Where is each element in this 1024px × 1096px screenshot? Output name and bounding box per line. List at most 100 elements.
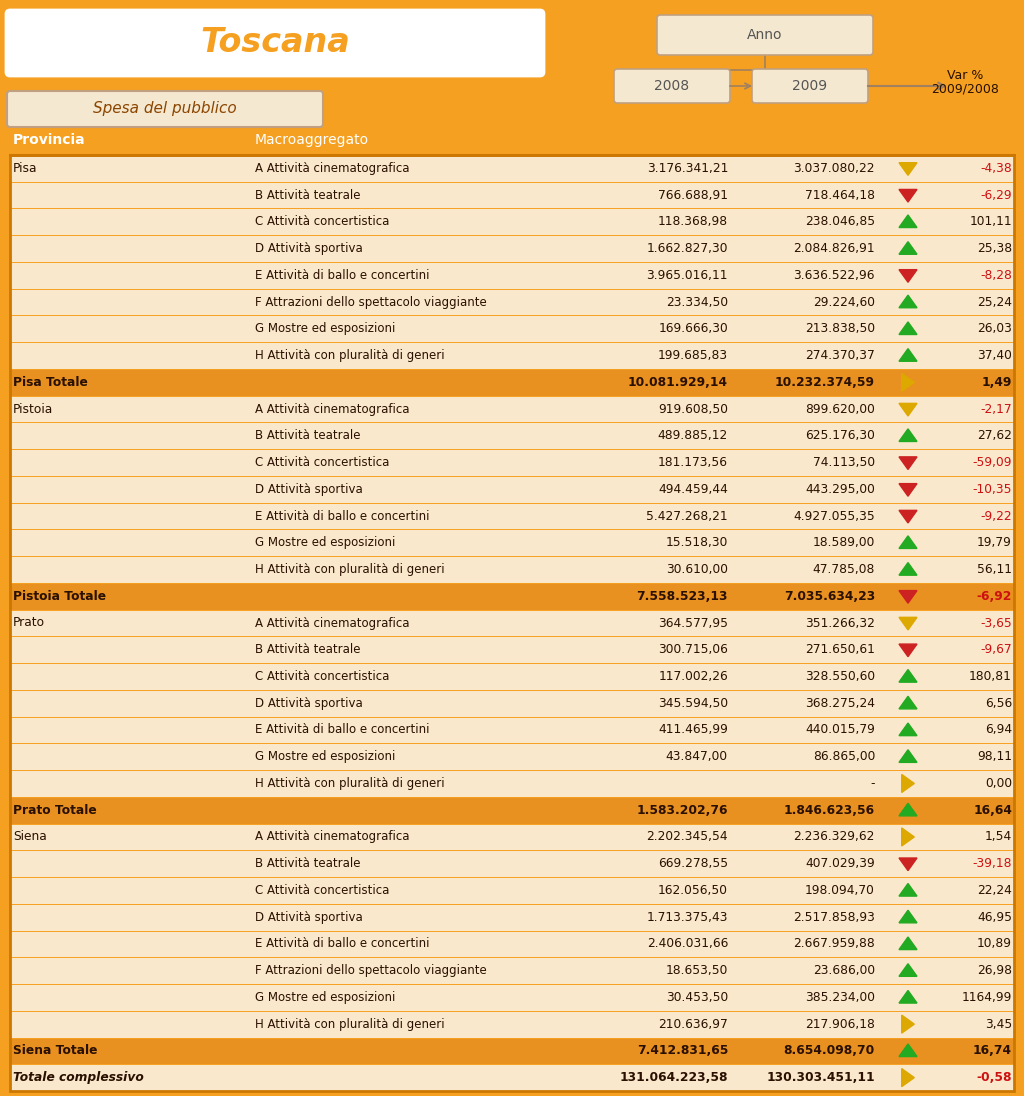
Polygon shape xyxy=(899,963,918,977)
Text: -6,92: -6,92 xyxy=(977,590,1012,603)
Text: -8,28: -8,28 xyxy=(980,269,1012,282)
Text: -0,58: -0,58 xyxy=(977,1071,1012,1084)
Bar xyxy=(10,797,1014,823)
Text: 2.202.345,54: 2.202.345,54 xyxy=(646,831,728,844)
Text: Macroaggregato: Macroaggregato xyxy=(255,133,369,147)
Bar xyxy=(10,637,1014,663)
Bar xyxy=(10,449,1014,476)
Text: -39,18: -39,18 xyxy=(973,857,1012,870)
Text: 351.266,32: 351.266,32 xyxy=(805,616,874,629)
Text: 6,94: 6,94 xyxy=(985,723,1012,737)
Text: 213.838,50: 213.838,50 xyxy=(805,322,874,335)
Bar xyxy=(10,689,1014,717)
Text: C Attività concertistica: C Attività concertistica xyxy=(255,670,389,683)
Text: 3.037.080,22: 3.037.080,22 xyxy=(794,162,874,175)
Text: D Attività sportiva: D Attività sportiva xyxy=(255,242,362,255)
Text: 30.610,00: 30.610,00 xyxy=(666,563,728,576)
Text: 19,79: 19,79 xyxy=(977,536,1012,549)
Text: -2,17: -2,17 xyxy=(980,402,1012,415)
Bar xyxy=(10,984,1014,1011)
Text: A Attività cinematografica: A Attività cinematografica xyxy=(255,616,410,629)
Polygon shape xyxy=(899,403,918,416)
Text: G Mostre ed esposizioni: G Mostre ed esposizioni xyxy=(255,536,395,549)
Text: 43.847,00: 43.847,00 xyxy=(666,751,728,763)
Text: 328.550,60: 328.550,60 xyxy=(805,670,874,683)
Bar xyxy=(10,931,1014,957)
Bar xyxy=(10,770,1014,797)
Polygon shape xyxy=(899,562,918,575)
Text: 385.234,00: 385.234,00 xyxy=(805,991,874,1004)
Text: 10.081.929,14: 10.081.929,14 xyxy=(628,376,728,389)
Polygon shape xyxy=(899,242,918,254)
Text: H Attività con pluralità di generi: H Attività con pluralità di generi xyxy=(255,563,444,576)
Polygon shape xyxy=(902,1015,914,1034)
Text: 669.278,55: 669.278,55 xyxy=(657,857,728,870)
Text: 15.518,30: 15.518,30 xyxy=(666,536,728,549)
Text: 27,62: 27,62 xyxy=(977,430,1012,443)
Text: A Attività cinematografica: A Attività cinematografica xyxy=(255,402,410,415)
FancyBboxPatch shape xyxy=(614,69,730,103)
Polygon shape xyxy=(899,617,918,630)
Polygon shape xyxy=(899,803,918,815)
Bar xyxy=(10,957,1014,984)
Text: E Attività di ballo e concertini: E Attività di ballo e concertini xyxy=(255,723,429,737)
Polygon shape xyxy=(899,270,918,283)
Text: 368.275,24: 368.275,24 xyxy=(805,697,874,710)
Text: 8.654.098,70: 8.654.098,70 xyxy=(783,1044,874,1058)
Text: 18.653,50: 18.653,50 xyxy=(666,964,728,978)
Text: 98,11: 98,11 xyxy=(977,751,1012,763)
Polygon shape xyxy=(899,349,918,362)
Text: 1,49: 1,49 xyxy=(982,376,1012,389)
Polygon shape xyxy=(899,670,918,682)
Polygon shape xyxy=(902,374,914,391)
Text: 162.056,50: 162.056,50 xyxy=(658,884,728,897)
Text: 2.517.858,93: 2.517.858,93 xyxy=(794,911,874,924)
Text: 489.885,12: 489.885,12 xyxy=(657,430,728,443)
Text: H Attività con pluralità di generi: H Attività con pluralità di generi xyxy=(255,349,444,362)
Text: 238.046,85: 238.046,85 xyxy=(805,215,874,228)
Bar xyxy=(10,316,1014,342)
Text: 101,11: 101,11 xyxy=(970,215,1012,228)
Text: 18.589,00: 18.589,00 xyxy=(813,536,874,549)
Text: 74.113,50: 74.113,50 xyxy=(813,456,874,469)
Text: E Attività di ballo e concertini: E Attività di ballo e concertini xyxy=(255,510,429,523)
Bar xyxy=(10,529,1014,556)
Text: D Attività sportiva: D Attività sportiva xyxy=(255,911,362,924)
Text: A Attività cinematografica: A Attività cinematografica xyxy=(255,831,410,844)
Text: 345.594,50: 345.594,50 xyxy=(657,697,728,710)
Bar xyxy=(10,556,1014,583)
Polygon shape xyxy=(899,696,918,709)
Text: 1.583.202,76: 1.583.202,76 xyxy=(637,803,728,817)
Polygon shape xyxy=(899,483,918,496)
FancyBboxPatch shape xyxy=(6,10,544,76)
Polygon shape xyxy=(899,322,918,334)
Polygon shape xyxy=(899,723,918,735)
Bar xyxy=(10,422,1014,449)
Text: 10.232.374,59: 10.232.374,59 xyxy=(775,376,874,389)
Text: 766.688,91: 766.688,91 xyxy=(658,189,728,202)
Text: E Attività di ballo e concertini: E Attività di ballo e concertini xyxy=(255,269,429,282)
Text: 2008: 2008 xyxy=(654,79,689,93)
Text: 7.558.523,13: 7.558.523,13 xyxy=(637,590,728,603)
Text: 37,40: 37,40 xyxy=(977,349,1012,362)
Bar xyxy=(10,155,1014,1091)
Text: -9,67: -9,67 xyxy=(980,643,1012,657)
Text: 23.686,00: 23.686,00 xyxy=(813,964,874,978)
Text: 899.620,00: 899.620,00 xyxy=(805,402,874,415)
Text: 30.453,50: 30.453,50 xyxy=(666,991,728,1004)
Text: 131.064.223,58: 131.064.223,58 xyxy=(620,1071,728,1084)
Text: Totale complessivo: Totale complessivo xyxy=(13,1071,143,1084)
Text: -10,35: -10,35 xyxy=(973,482,1012,495)
Bar xyxy=(10,208,1014,236)
Polygon shape xyxy=(899,1044,918,1057)
Text: 3.636.522,96: 3.636.522,96 xyxy=(794,269,874,282)
Text: 271.650,61: 271.650,61 xyxy=(805,643,874,657)
Text: 3.965.016,11: 3.965.016,11 xyxy=(646,269,728,282)
Bar xyxy=(10,236,1014,262)
Text: G Mostre ed esposizioni: G Mostre ed esposizioni xyxy=(255,751,395,763)
Text: C Attività concertistica: C Attività concertistica xyxy=(255,884,389,897)
Bar xyxy=(10,877,1014,904)
Text: Pisa: Pisa xyxy=(13,162,38,175)
Bar xyxy=(10,850,1014,877)
Text: 364.577,95: 364.577,95 xyxy=(658,616,728,629)
